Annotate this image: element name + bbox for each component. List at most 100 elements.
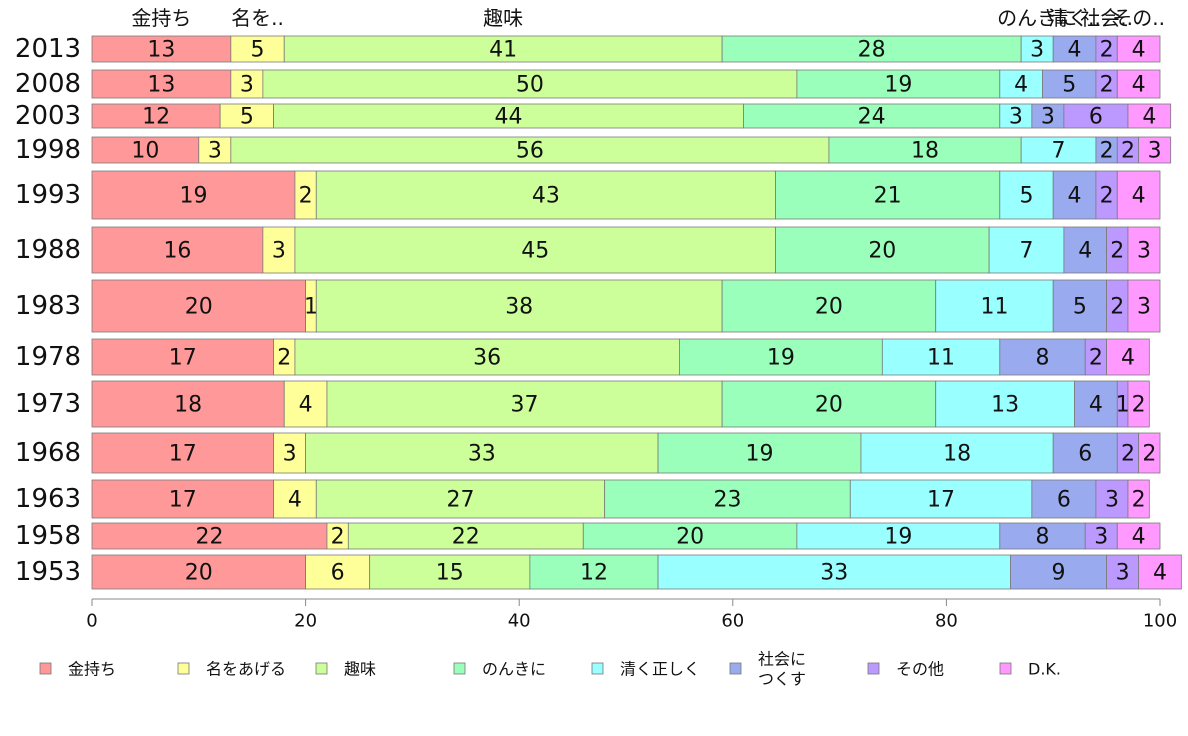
value-label: 20 [868,239,896,264]
legend-label: 名をあげる [206,660,286,679]
value-label: 3 [1009,105,1023,130]
bar-segment [273,103,744,129]
bar-segment [347,522,584,550]
bar-segment [796,522,1001,550]
value-label: 2 [1110,295,1124,320]
value-label: 13 [147,38,175,63]
bar-segment [1010,554,1107,590]
value-label: 17 [169,488,197,513]
bar-segment [1020,136,1097,164]
bar-segment [1116,35,1161,63]
bar-segment [1052,279,1107,333]
value-label: 4 [1089,393,1103,418]
value-label: 12 [142,105,170,130]
bar-segment [1127,226,1161,274]
value-label: 56 [516,139,544,164]
bar-segment [743,103,1001,129]
bar-segment [91,479,274,519]
bar-segment [1138,432,1161,474]
value-label: 5 [251,38,265,63]
bar-segment [1127,103,1172,129]
bar-segment [1116,170,1161,220]
value-label: 3 [1137,295,1151,320]
bar-segment [1127,380,1150,428]
value-label: 15 [436,561,464,586]
legend-swatch [177,662,190,675]
value-label: 11 [980,295,1008,320]
legend-label: 社会に [758,650,806,669]
value-label: 43 [532,184,560,209]
top-label: 清く.. [1048,6,1101,30]
bar-segment [657,432,862,474]
bar-segment [1052,35,1097,63]
bar-segment [721,380,937,428]
bar-segment [91,279,307,333]
value-label: 2 [1121,442,1135,467]
bar-segment [1052,170,1097,220]
value-label: 12 [580,561,608,586]
bar-segment [273,432,306,474]
legend-swatch [315,662,328,675]
value-label: 4 [1014,73,1028,98]
legend-swatch [729,662,742,675]
bar-segment [1116,522,1161,550]
value-label: 3 [283,442,297,467]
value-label: 8 [1036,346,1050,371]
value-label: 6 [1089,105,1103,130]
value-label: 19 [746,442,774,467]
bar-segment [1138,136,1172,164]
legend-swatch [39,662,52,675]
value-label: 2 [1089,346,1103,371]
bar-segment [91,380,285,428]
bar-segment [1020,35,1054,63]
bar-segment [1052,432,1118,474]
value-label: 2 [1142,442,1156,467]
value-label: 3 [1137,239,1151,264]
value-label: 4 [1142,105,1156,130]
value-label: 6 [331,561,345,586]
value-label: 19 [884,525,912,550]
bar-segment [1042,69,1097,99]
tick-label: 0 [86,611,97,632]
value-label: 4 [1078,239,1092,264]
bar-segment [283,35,723,63]
value-label: 4 [1132,525,1146,550]
value-label: 7 [1020,239,1034,264]
value-label: 45 [521,239,549,264]
bar-segment [999,338,1086,376]
value-label: 3 [240,73,254,98]
bar-segment [881,338,1001,376]
legend-label: その他 [896,660,944,679]
bar-segment [1095,479,1129,519]
bar-segment [582,522,798,550]
value-label: 33 [820,561,848,586]
value-label: 18 [911,139,939,164]
bar-segment [849,479,1033,519]
value-label: 4 [1132,73,1146,98]
value-label: 3 [1116,561,1130,586]
year-label: 1988 [15,235,81,265]
value-label: 2 [1100,139,1114,164]
top-label: のんきに [997,6,1077,30]
legend-label: のんきに [482,660,546,679]
bar-segment [315,479,606,519]
legend-swatch [999,662,1012,675]
bar-segment [721,279,937,333]
value-label: 4 [1153,561,1167,586]
value-label: 50 [516,73,544,98]
bar-segment [657,554,1011,590]
value-label: 4 [1121,346,1135,371]
value-label: 3 [1030,38,1044,63]
value-label: 3 [272,239,286,264]
value-label: 28 [858,38,886,63]
value-label: 11 [927,346,955,371]
value-label: 17 [169,346,197,371]
value-label: 4 [1132,38,1146,63]
top-label: 社会.. [1080,6,1133,30]
bar-segment [315,170,776,220]
bar-segment [1127,479,1150,519]
value-label: 19 [179,184,207,209]
value-label: 17 [927,488,955,513]
value-label: 19 [767,346,795,371]
tick-label: 60 [721,611,744,632]
